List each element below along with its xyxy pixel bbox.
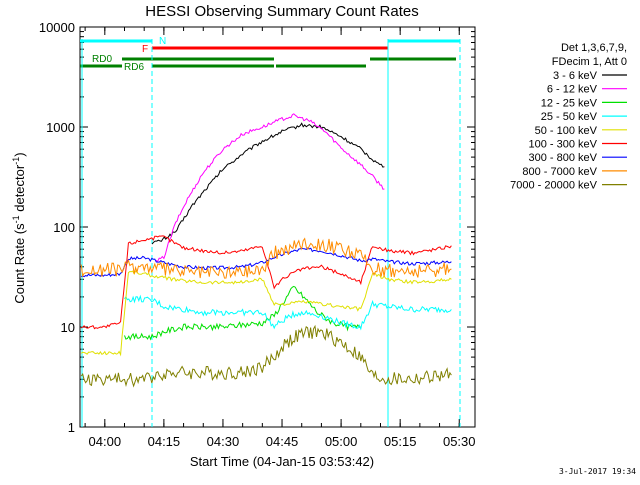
series-line <box>151 122 385 245</box>
y-tick-label: 1 <box>68 420 75 435</box>
x-tick-label: 04:30 <box>207 434 240 449</box>
series-line <box>80 237 452 279</box>
legend-label: 100 - 300 keV <box>529 139 598 151</box>
legend-label: 7000 - 20000 keV <box>510 180 598 192</box>
x-axis: 04:00 04:15 04:30 04:45 05:00 05:15 05:30 <box>84 27 476 449</box>
attenuator-lines <box>81 39 461 427</box>
y-label-part-1: Count Rate (s <box>12 223 27 304</box>
series-line <box>80 247 452 278</box>
flag-label-rd6: RD6 <box>124 62 144 73</box>
legend-label: 12 - 25 keV <box>541 97 598 109</box>
legend-label: 25 - 50 keV <box>541 111 598 123</box>
x-tick-label: 04:00 <box>89 434 122 449</box>
x-axis-label: Start Time (04-Jan-15 03:53:42) <box>190 454 374 469</box>
y-tick-label: 10 <box>61 320 75 335</box>
y-label-part-2: detector <box>12 164 27 215</box>
legend-header-1: Det 1,3,6,7,9, <box>561 42 627 54</box>
y-axis-label: Count Rate (s-1 detector-1) <box>11 152 27 303</box>
x-tick-label: 05:00 <box>325 434 358 449</box>
legend-label: 800 - 7000 keV <box>522 166 597 178</box>
series-line <box>80 235 452 330</box>
series-line <box>80 270 452 357</box>
legend-label: 3 - 6 keV <box>553 70 598 82</box>
y-label-part-3: ) <box>12 152 27 156</box>
x-tick-label: 04:45 <box>266 434 299 449</box>
plot-frame <box>79 26 476 428</box>
flag-label-rd0: RD0 <box>92 54 112 65</box>
y-label-sup-1: -1 <box>11 215 21 223</box>
legend-header-2: FDecim 1, Att 0 <box>552 56 627 68</box>
observing-flags: NF RD0 RD6 <box>80 36 460 73</box>
y-tick-label: 10000 <box>39 20 75 35</box>
y-tick-label: 1000 <box>46 120 75 135</box>
x-tick-label: 04:15 <box>148 434 181 449</box>
series-line <box>155 113 385 263</box>
legend-label: 50 - 100 keV <box>535 125 598 137</box>
footer-date: 3-Jul-2017 19:34 <box>559 467 636 476</box>
legend-label: 300 - 800 keV <box>529 152 598 164</box>
data-series <box>80 113 452 388</box>
x-tick-label: 05:15 <box>384 434 417 449</box>
chart-title: HESSI Observing Summary Count Rates <box>145 3 418 20</box>
flag-label-f: F <box>142 44 148 55</box>
legend-label: 6 - 12 keV <box>547 84 598 96</box>
x-tick-label: 05:30 <box>443 434 476 449</box>
series-line <box>80 324 452 388</box>
y-label-sup-2: -1 <box>11 157 21 165</box>
y-tick-label: 100 <box>53 220 75 235</box>
series-line <box>124 294 452 331</box>
series-line <box>124 285 361 341</box>
flag-label-n: N <box>159 36 166 47</box>
